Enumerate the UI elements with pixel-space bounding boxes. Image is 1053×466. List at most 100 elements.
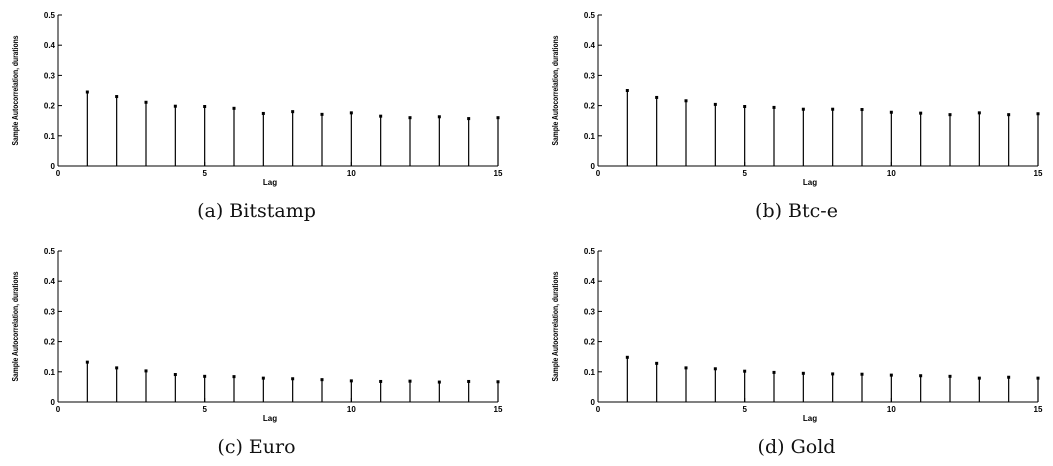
stem-marker [261, 111, 265, 115]
stem-marker [860, 108, 864, 112]
stem-marker [173, 104, 177, 108]
x-tick-label: 10 [887, 169, 896, 178]
x-tick-label: 5 [742, 405, 747, 414]
x-tick-label: 15 [494, 405, 503, 414]
stem-marker [379, 114, 383, 118]
caption-btc-e: (b) Btc-e [755, 200, 838, 222]
y-tick-label: 0 [51, 162, 56, 171]
x-axis-title: Lag [263, 414, 277, 423]
stem-marker [948, 374, 952, 378]
y-tick-label: 0.3 [44, 307, 56, 316]
stem-marker [743, 105, 747, 109]
stem-marker [977, 111, 981, 115]
stem-marker [320, 112, 324, 116]
x-axis-title: Lag [803, 178, 817, 187]
stem-marker [467, 379, 471, 383]
stem-marker [320, 378, 324, 382]
stem-marker [831, 107, 835, 111]
stem-marker [655, 361, 659, 365]
stem-marker [625, 355, 629, 359]
chart-panel-bitstamp: 0 0.1 0.2 0.3 0.4 0.5 0 5 10 15 Lag Sample Autocorr… [0, 0, 513, 195]
stem-marker [115, 366, 119, 370]
stem-marker [772, 105, 776, 109]
stem-marker [408, 379, 412, 383]
x-tick-label: 0 [596, 169, 601, 178]
y-tick-label: 0.2 [584, 102, 596, 111]
y-tick-label: 0.4 [44, 41, 56, 50]
y-axis-title: Sample Autocorrelation, durations [551, 271, 560, 381]
stem-marker [713, 102, 717, 106]
y-tick-label: 0.2 [44, 338, 56, 347]
stem-marker [801, 371, 805, 375]
y-tick-label: 0.5 [584, 11, 596, 20]
stem-marker [173, 373, 177, 377]
stem-marker [889, 110, 893, 114]
x-tick-label: 10 [347, 169, 356, 178]
stem-marker [437, 380, 441, 384]
y-axis-title: Sample Autocorrelation, durations [551, 35, 560, 145]
caption-euro: (c) Euro [217, 436, 296, 458]
y-tick-label: 0.2 [584, 338, 596, 347]
y-tick-label: 0.3 [584, 71, 596, 80]
y-tick-label: 0 [591, 162, 596, 171]
stem-marker [625, 89, 629, 92]
stem-marker [261, 376, 265, 380]
stem-marker [948, 113, 952, 117]
stem-marker [379, 379, 383, 383]
stem-marker [115, 95, 119, 99]
stem-marker [919, 111, 923, 115]
stem-marker [496, 116, 500, 120]
stem-plot-btc-e: 0 0.1 0.2 0.3 0.4 0.5 0 5 10 15 Lag Sample Autocorr… [551, 11, 1043, 187]
stem-marker [1036, 376, 1040, 380]
stem-marker [1007, 375, 1011, 379]
stem-marker [203, 374, 207, 378]
stem-marker [85, 90, 89, 94]
stem-marker [684, 366, 688, 370]
x-tick-label: 15 [1034, 169, 1043, 178]
stem-marker [889, 373, 893, 377]
chart-panel-euro: 0 0.1 0.2 0.3 0.4 0.5 0 5 10 15 Lag Sample Autocorr… [0, 236, 513, 431]
y-tick-label: 0.4 [584, 41, 596, 50]
y-tick-label: 0.4 [584, 277, 596, 286]
y-tick-label: 0.4 [44, 277, 56, 286]
stem-marker [144, 369, 148, 373]
x-tick-label: 5 [202, 405, 207, 414]
stem-marker [919, 374, 923, 378]
stem-marker [349, 379, 353, 383]
stem-marker [144, 100, 148, 104]
stem-marker [1036, 112, 1040, 116]
stem-plot-euro: 0 0.1 0.2 0.3 0.4 0.5 0 5 10 15 Lag Sample Autocorr… [11, 247, 503, 423]
chart-panel-gold: 0 0.1 0.2 0.3 0.4 0.5 0 5 10 15 Lag Sample Autocorr… [540, 236, 1053, 431]
x-tick-label: 0 [56, 169, 61, 178]
stem-marker [801, 107, 805, 111]
stem-marker [437, 115, 441, 119]
x-tick-label: 10 [887, 405, 896, 414]
y-tick-label: 0.1 [44, 368, 56, 377]
stem-marker [831, 372, 835, 376]
stem-plot-bitstamp: 0 0.1 0.2 0.3 0.4 0.5 0 5 10 15 Lag Sample Autocorr… [11, 11, 503, 187]
x-tick-label: 5 [742, 169, 747, 178]
x-tick-label: 0 [56, 405, 61, 414]
x-tick-label: 10 [347, 405, 356, 414]
stem-marker [772, 370, 776, 374]
y-tick-label: 0.3 [584, 307, 596, 316]
y-axis-title: Sample Autocorrelation, durations [11, 35, 20, 145]
stem-marker [684, 99, 688, 103]
y-tick-label: 0.5 [44, 11, 56, 20]
stem-marker [349, 111, 353, 115]
stem-marker [467, 117, 471, 121]
y-tick-label: 0.2 [44, 102, 56, 111]
stem-marker [1007, 113, 1011, 117]
x-tick-label: 0 [596, 405, 601, 414]
y-tick-label: 0.1 [44, 132, 56, 141]
stem-marker [203, 105, 207, 109]
x-axis-title: Lag [803, 414, 817, 423]
y-tick-label: 0.5 [44, 247, 56, 256]
y-tick-label: 0 [51, 398, 56, 407]
y-tick-label: 0.3 [44, 71, 56, 80]
y-tick-label: 0.1 [584, 132, 596, 141]
stem-marker [860, 372, 864, 376]
x-axis-title: Lag [263, 178, 277, 187]
stem-marker [713, 367, 717, 371]
stem-marker [496, 380, 500, 384]
